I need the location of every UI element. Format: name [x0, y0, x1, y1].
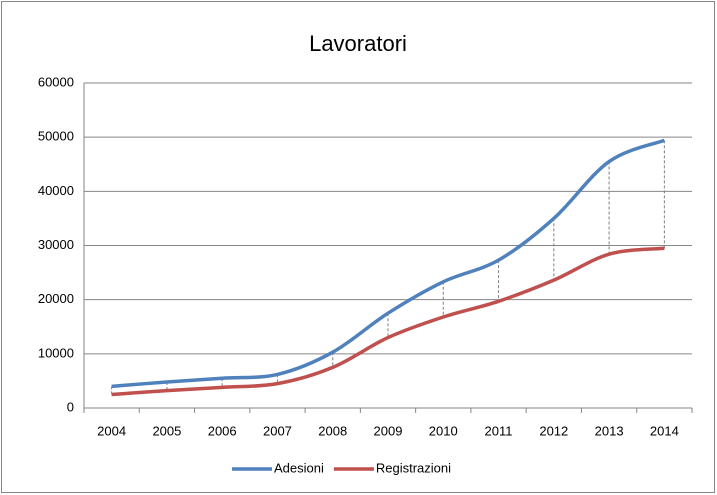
x-tick-label: 2007: [263, 423, 292, 438]
x-tick-label: 2012: [539, 423, 568, 438]
y-tick-label: 50000: [38, 129, 74, 144]
y-tick-label: 60000: [38, 74, 74, 89]
y-tick-label: 10000: [38, 345, 74, 360]
chart-title: Lavoratori: [309, 31, 407, 56]
x-tick-label: 2004: [97, 423, 126, 438]
x-tick-label: 2010: [429, 423, 458, 438]
line-series: [111, 246, 665, 397]
x-tick-label: 2005: [152, 423, 181, 438]
y-tick-label: 0: [67, 399, 74, 414]
legend-label: Registrazioni: [376, 460, 451, 475]
y-tick-label: 20000: [38, 291, 74, 306]
line-series: [111, 138, 665, 389]
x-tick-label: 2009: [374, 423, 403, 438]
y-tick-label: 30000: [38, 237, 74, 252]
x-tick-label: 2006: [208, 423, 237, 438]
x-tick-label: 2011: [485, 423, 513, 438]
x-tick-label: 2013: [595, 423, 624, 438]
y-tick-label: 40000: [38, 183, 74, 198]
legend-label: Adesioni: [274, 460, 324, 475]
x-tick-label: 2008: [318, 423, 347, 438]
x-tick-label: 2014: [650, 423, 679, 438]
